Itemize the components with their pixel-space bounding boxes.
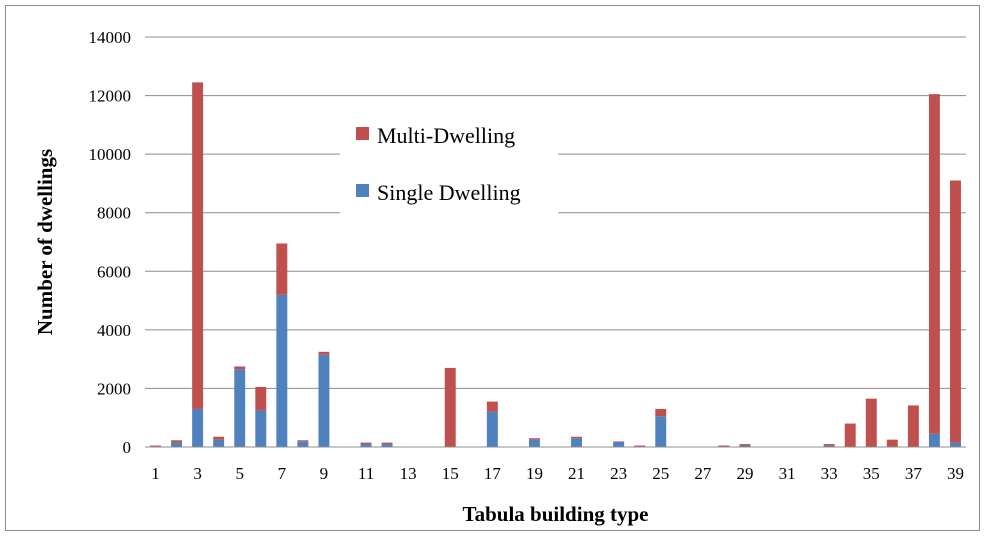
legend-label-single-dwelling: Single Dwelling	[377, 180, 521, 205]
x-tick-label: 3	[193, 464, 202, 483]
bar-multi-dwelling-2	[171, 440, 182, 442]
bar-single-dwelling-6	[255, 410, 266, 447]
legend-swatch-multi-dwelling	[356, 127, 369, 140]
x-tick-label: 37	[905, 464, 923, 483]
x-axis-title: Tabula building type	[463, 502, 649, 526]
x-tick-label: 31	[779, 464, 796, 483]
bar-multi-dwelling-21	[571, 437, 582, 438]
bar-single-dwelling-25	[655, 416, 666, 447]
bar-multi-dwelling-39	[950, 181, 961, 443]
x-tick-label: 15	[442, 464, 459, 483]
bar-single-dwelling-19	[529, 440, 540, 447]
x-tick-label: 23	[610, 464, 627, 483]
bar-multi-dwelling-15	[445, 368, 456, 447]
bar-single-dwelling-4	[213, 440, 224, 447]
bar-single-dwelling-2	[171, 443, 182, 447]
x-tick-label: 33	[821, 464, 838, 483]
x-tick-label: 9	[320, 464, 329, 483]
bar-single-dwelling-7	[276, 295, 287, 447]
bar-multi-dwelling-1	[150, 446, 161, 447]
bar-multi-dwelling-8	[297, 440, 308, 441]
bar-multi-dwelling-6	[255, 387, 266, 410]
x-tick-label: 35	[863, 464, 880, 483]
x-tick-label: 13	[400, 464, 417, 483]
bar-single-dwelling-21	[571, 438, 582, 447]
x-tick-label: 39	[947, 464, 964, 483]
bar-multi-dwelling-38	[929, 94, 940, 434]
y-tick-label: 10000	[89, 145, 132, 164]
bar-multi-dwelling-36	[887, 440, 898, 447]
bar-multi-dwelling-9	[318, 352, 329, 355]
y-tick-label: 8000	[97, 204, 131, 223]
bar-multi-dwelling-5	[234, 366, 245, 369]
y-tick-labels: 0 2000 4000 6000 8000 10000 12000 14000	[89, 28, 132, 457]
bar-multi-dwelling-7	[276, 243, 287, 294]
bar-multi-dwelling-37	[908, 405, 919, 447]
x-tick-labels: 1 3 5 7 9 11 13 15 17 19 21 23 25 27 29 31 33 35 37 39	[151, 464, 964, 483]
x-tick-label: 27	[694, 464, 712, 483]
x-tick-label: 21	[568, 464, 585, 483]
x-tick-label: 7	[278, 464, 287, 483]
legend-label-multi-dwelling: Multi-Dwelling	[377, 123, 515, 148]
y-tick-label: 6000	[97, 262, 131, 281]
x-tick-label: 1	[151, 464, 160, 483]
y-tick-label: 14000	[89, 28, 132, 47]
bar-multi-dwelling-33	[824, 444, 835, 445]
y-tick-label: 2000	[97, 379, 131, 398]
x-tick-label: 29	[736, 464, 753, 483]
bar-multi-dwelling-29	[739, 444, 750, 445]
y-axis-title: Number of dwellings	[33, 149, 57, 335]
y-tick-label: 0	[123, 438, 132, 457]
bar-multi-dwelling-23	[613, 441, 624, 442]
x-tick-label: 19	[526, 464, 543, 483]
y-tick-label: 4000	[97, 321, 131, 340]
bar-multi-dwelling-3	[192, 82, 203, 409]
x-tick-label: 25	[652, 464, 669, 483]
bar-multi-dwelling-11	[361, 443, 372, 444]
bar-single-dwelling-23	[613, 442, 624, 447]
bar-single-dwelling-39	[950, 443, 961, 447]
bar-multi-dwelling-17	[487, 402, 498, 412]
bar-single-dwelling-38	[929, 434, 940, 447]
bar-single-dwelling-17	[487, 412, 498, 447]
bar-multi-dwelling-4	[213, 437, 224, 440]
bar-single-dwelling-3	[192, 409, 203, 447]
bar-multi-dwelling-35	[866, 399, 877, 447]
bar-multi-dwelling-12	[382, 443, 393, 444]
bar-single-dwelling-9	[318, 355, 329, 447]
legend-swatch-single-dwelling	[356, 184, 369, 197]
x-tick-label: 5	[235, 464, 244, 483]
legend: Multi-Dwelling Single Dwelling	[340, 112, 558, 222]
bar-multi-dwelling-19	[529, 438, 540, 439]
bar-single-dwelling-8	[297, 441, 308, 447]
bar-multi-dwelling-34	[845, 424, 856, 447]
y-tick-label: 12000	[89, 87, 132, 106]
bar-multi-dwelling-25	[655, 409, 666, 416]
x-tick-label: 17	[484, 464, 502, 483]
x-tick-label: 11	[358, 464, 374, 483]
bar-single-dwelling-5	[234, 369, 245, 447]
